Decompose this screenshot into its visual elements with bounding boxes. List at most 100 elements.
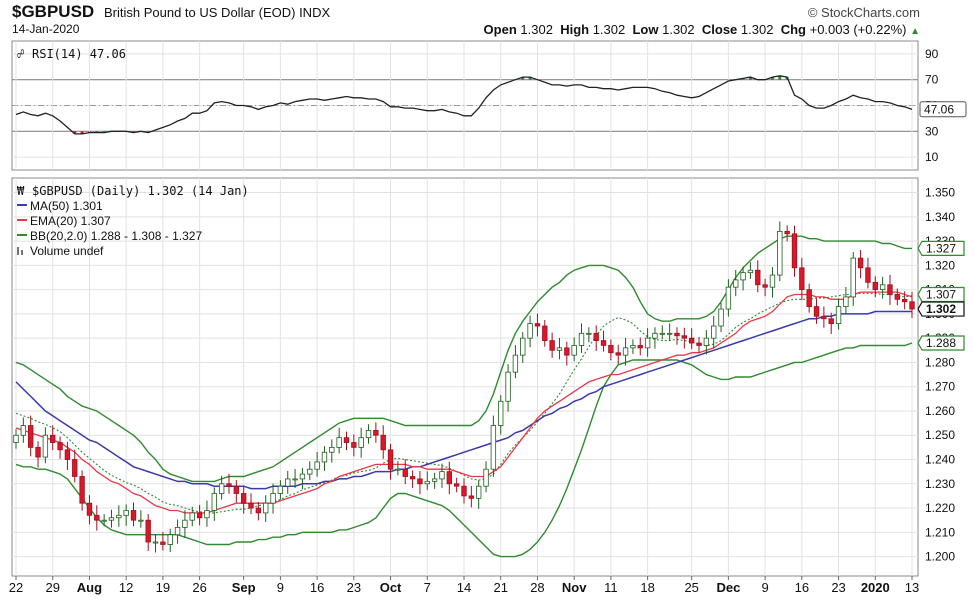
candle bbox=[167, 528, 173, 552]
price-tag: 1.307 bbox=[917, 286, 965, 303]
candle bbox=[329, 439, 335, 463]
candle bbox=[542, 319, 548, 347]
candle bbox=[72, 449, 78, 483]
candle bbox=[806, 283, 812, 313]
candle-body-down bbox=[130, 510, 137, 521]
candle bbox=[387, 443, 394, 480]
candle bbox=[644, 328, 651, 357]
candle-body-up bbox=[152, 541, 159, 544]
candle-body-down bbox=[828, 318, 834, 325]
candle bbox=[909, 291, 915, 319]
candle-body-down bbox=[94, 514, 100, 521]
x-tick-label: 9 bbox=[761, 580, 768, 595]
title-row: $GBPUSD British Pound to US Dollar (EOD)… bbox=[0, 2, 974, 21]
candle bbox=[520, 332, 526, 363]
candle bbox=[703, 330, 710, 355]
candle bbox=[476, 480, 482, 509]
candle-body-up bbox=[718, 308, 724, 327]
candle-body-down bbox=[248, 502, 254, 509]
candle-body-down bbox=[226, 483, 232, 487]
candle bbox=[365, 424, 372, 444]
candle-body-up bbox=[101, 519, 107, 522]
candle-body-down bbox=[696, 342, 702, 346]
candle bbox=[299, 468, 306, 490]
candle bbox=[94, 505, 100, 531]
candle bbox=[865, 257, 871, 289]
candle bbox=[108, 509, 115, 528]
candle-body-up bbox=[20, 425, 27, 436]
candle-body-down bbox=[894, 294, 900, 300]
candle-body-down bbox=[145, 519, 151, 543]
candle-body-down bbox=[28, 425, 34, 448]
candle bbox=[138, 510, 144, 528]
x-tick-label: 16 bbox=[795, 580, 809, 595]
x-tick-label: Nov bbox=[562, 580, 587, 595]
price-tick-label: 1.280 bbox=[925, 355, 955, 369]
candle-body-down bbox=[409, 476, 416, 480]
x-tick-label: 22 bbox=[9, 580, 23, 595]
candle-body-up bbox=[174, 527, 181, 536]
x-tick-label: 18 bbox=[640, 580, 654, 595]
candle-body-down bbox=[233, 485, 240, 494]
candle-body-up bbox=[498, 400, 504, 426]
candle bbox=[431, 472, 438, 489]
price-tag-box bbox=[917, 301, 965, 317]
candle-body-up bbox=[578, 332, 585, 346]
brand-logo[interactable]: © StockCharts.com bbox=[807, 5, 920, 20]
candle bbox=[762, 278, 768, 297]
candle bbox=[622, 337, 629, 366]
candle-body-up bbox=[336, 437, 342, 448]
price-tick-label: 1.220 bbox=[925, 501, 955, 515]
price-tick-label: 1.250 bbox=[925, 428, 955, 442]
candle bbox=[373, 422, 379, 443]
candle-body-up bbox=[277, 485, 284, 494]
high-value: 1.302 bbox=[592, 22, 626, 37]
x-tick-label: Aug bbox=[77, 580, 102, 595]
candle-body-down bbox=[872, 281, 878, 291]
candle bbox=[593, 325, 599, 352]
candle bbox=[681, 327, 688, 349]
price-tick-label: 1.340 bbox=[925, 210, 955, 224]
rsi-panel: 9070503010 ☍ RSI(14) 47.06 47.06 bbox=[11, 40, 967, 171]
candle bbox=[402, 459, 408, 485]
candle-body-up bbox=[299, 473, 306, 480]
x-tick-label: 7 bbox=[424, 580, 431, 595]
candle-body-up bbox=[505, 371, 511, 402]
candle bbox=[336, 427, 342, 454]
candle bbox=[740, 266, 746, 291]
candle bbox=[439, 463, 445, 488]
candle-body-down bbox=[615, 352, 621, 356]
x-tick-label: 25 bbox=[684, 580, 698, 595]
candle bbox=[505, 364, 511, 412]
price-tag-box bbox=[917, 286, 965, 303]
candle-body-up bbox=[622, 347, 629, 356]
candle bbox=[696, 336, 702, 353]
candle-body-down bbox=[549, 340, 555, 351]
candle-body-down bbox=[72, 459, 78, 477]
price-tag-label: 1.327 bbox=[926, 241, 956, 255]
candle-body-up bbox=[123, 510, 129, 516]
candle-body-down bbox=[461, 485, 467, 497]
high-label: High bbox=[560, 22, 590, 37]
candlesticks bbox=[13, 221, 915, 553]
candle bbox=[887, 274, 893, 305]
candle-body-up bbox=[527, 323, 533, 339]
candle bbox=[527, 315, 533, 348]
candle bbox=[57, 436, 63, 459]
candle bbox=[409, 470, 416, 488]
candle-body-down bbox=[564, 347, 570, 356]
candle bbox=[240, 485, 247, 514]
candle bbox=[263, 495, 269, 522]
x-tick-label: 13 bbox=[905, 580, 919, 595]
candle-body-up bbox=[182, 519, 188, 528]
candle-body-up bbox=[850, 257, 856, 298]
candle bbox=[42, 427, 49, 464]
candle-body-down bbox=[468, 495, 475, 499]
bb-upper-line bbox=[15, 235, 912, 483]
ohlc-row: 14-Jan-2020 Open 1.302 High 1.302 Low 1.… bbox=[0, 22, 974, 38]
candle-body-up bbox=[644, 337, 651, 349]
candle-body-down bbox=[791, 233, 798, 269]
candle bbox=[813, 298, 820, 324]
candle bbox=[285, 470, 291, 494]
candle bbox=[13, 429, 19, 449]
